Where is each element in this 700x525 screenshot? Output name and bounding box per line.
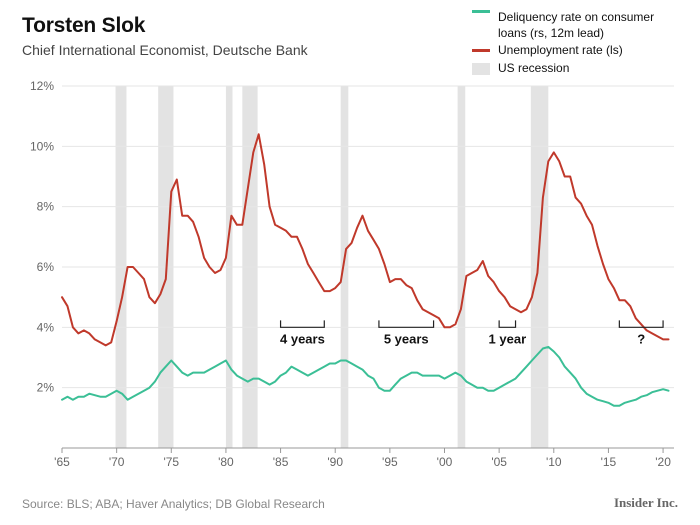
x-tick-label: '10 [546, 455, 562, 469]
legend-label-recession: US recession [498, 61, 569, 77]
time-bracket [281, 320, 325, 327]
y-tick-label: 4% [37, 320, 55, 334]
x-tick-label: '70 [109, 455, 125, 469]
bracket-label: 4 years [280, 331, 325, 346]
publisher-name: Insider Inc. [614, 495, 678, 510]
chart-header: Torsten Slok Chief International Economi… [22, 14, 308, 58]
x-tick-label: '05 [491, 455, 507, 469]
legend-swatch-recession [472, 63, 490, 75]
x-tick-label: '75 [163, 455, 179, 469]
bracket-label: ? [637, 331, 645, 346]
chart-plot-area: 2% 4% 6% 8% 10% 12% '65 '70 '75 '80 '85 '90 '95 '00 '0… [22, 80, 678, 470]
y-tick-label: 12% [30, 79, 54, 93]
time-bracket [499, 320, 515, 327]
y-tick-label: 10% [30, 139, 54, 153]
x-tick-label: '65 [54, 455, 70, 469]
x-tick-label: '00 [437, 455, 453, 469]
legend-label-unemployment: Unemployment rate (ls) [498, 43, 623, 59]
x-tick-label: '15 [601, 455, 617, 469]
bracket-label: 1 year [489, 331, 527, 346]
legend-item-unemployment: Unemployment rate (ls) [472, 43, 678, 59]
chart-card: { "header": { "title": "Torsten Slok", "… [0, 0, 700, 525]
x-tick-label: '85 [273, 455, 289, 469]
time-bracket [379, 320, 434, 327]
legend-item-recession: US recession [472, 61, 678, 77]
legend-swatch-unemployment [472, 49, 490, 52]
x-tick-label: '90 [327, 455, 343, 469]
legend-label-delinquency: Deliquency rate on consumer loans (rs, 1… [498, 10, 678, 41]
y-tick-label: 6% [37, 260, 55, 274]
chart-svg: 2% 4% 6% 8% 10% 12% '65 '70 '75 '80 '85 '90 '95 '00 '0… [22, 80, 678, 470]
bracket-label: 5 years [384, 331, 429, 346]
chart-legend: Deliquency rate on consumer loans (rs, 1… [472, 10, 678, 78]
chart-title: Torsten Slok [22, 14, 308, 38]
x-tick-label: '80 [218, 455, 234, 469]
y-tick-label: 8% [37, 200, 55, 214]
x-tick-label: '95 [382, 455, 398, 469]
legend-swatch-delinquency [472, 10, 490, 13]
series-delinquency [62, 347, 669, 406]
chart-subtitle: Chief International Economist, Deutsche … [22, 42, 308, 58]
series-unemployment [62, 134, 669, 345]
x-tick-label: '20 [655, 455, 671, 469]
y-tick-label: 2% [37, 381, 55, 395]
chart-source: Source: BLS; ABA; Haver Analytics; DB Gl… [22, 497, 325, 511]
publisher-brand: Insider Inc. [614, 495, 678, 511]
legend-item-delinquency: Deliquency rate on consumer loans (rs, 1… [472, 10, 678, 41]
